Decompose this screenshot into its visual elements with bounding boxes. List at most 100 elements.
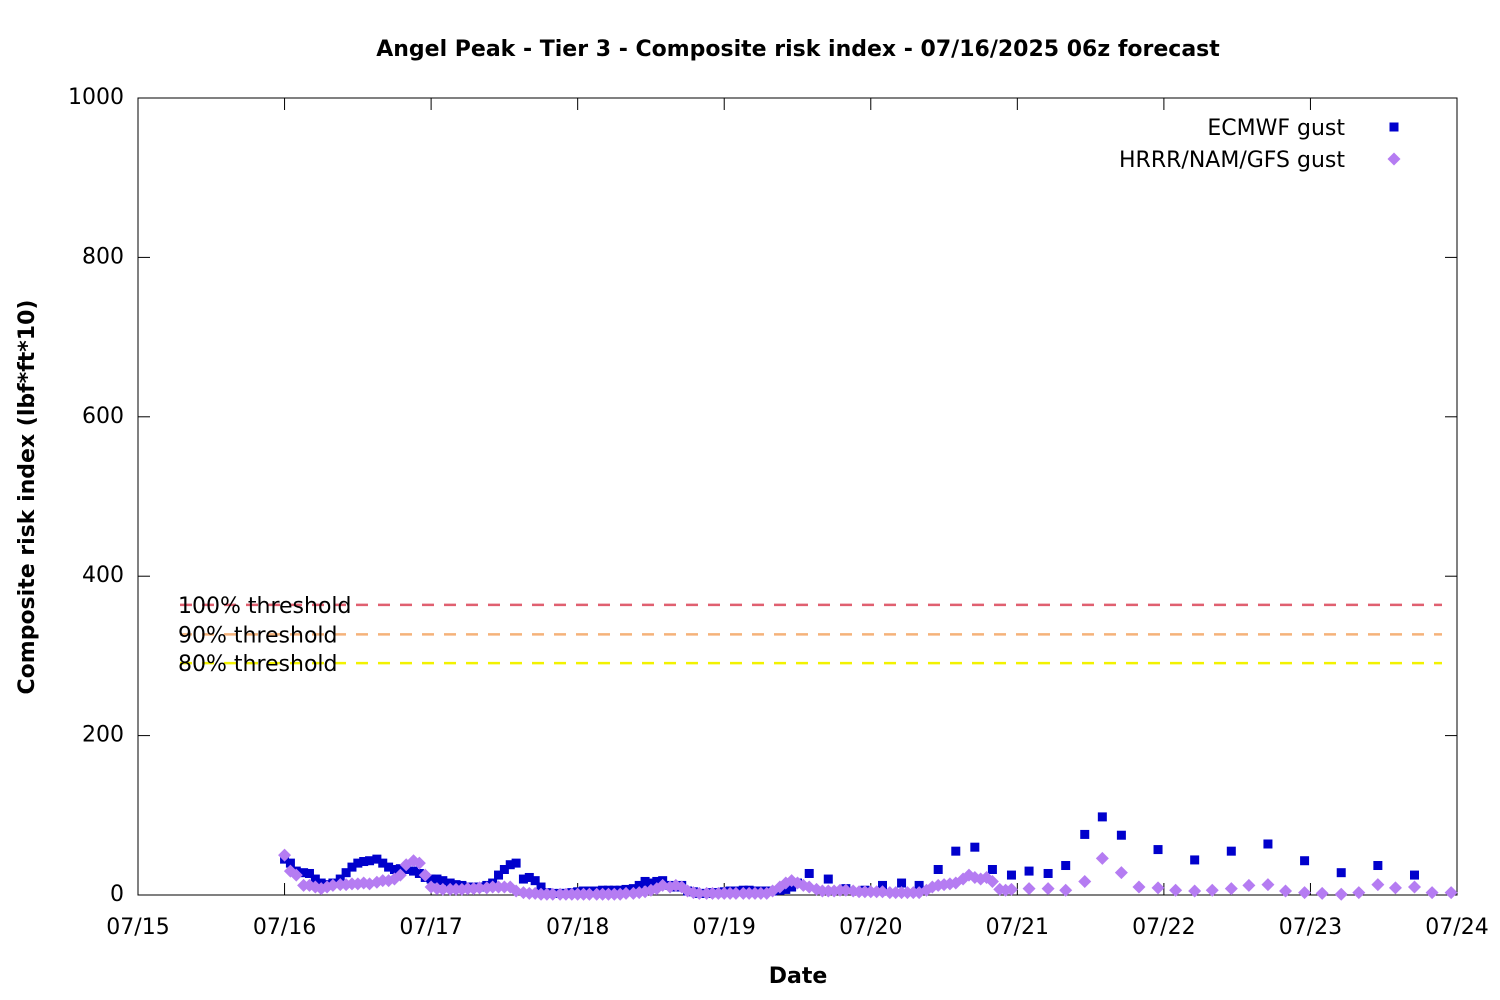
point xyxy=(1114,866,1128,880)
point xyxy=(1061,861,1071,871)
point xyxy=(1352,886,1366,900)
threshold-label: 90% threshold xyxy=(178,623,338,648)
point xyxy=(619,886,633,900)
point xyxy=(1334,887,1348,901)
point xyxy=(1300,856,1310,866)
x-tick-label: 07/16 xyxy=(253,915,316,940)
point xyxy=(432,874,442,884)
point xyxy=(505,860,515,870)
x-tick-label: 07/22 xyxy=(1132,915,1195,940)
point xyxy=(692,886,706,900)
point xyxy=(524,872,534,882)
point xyxy=(1407,880,1421,894)
x-tick-label: 07/21 xyxy=(986,915,1049,940)
x-tick-label: 07/18 xyxy=(546,915,609,940)
point xyxy=(1188,884,1202,898)
point xyxy=(472,881,486,895)
point xyxy=(970,842,980,852)
point xyxy=(1043,868,1053,878)
chart-title: Angel Peak - Tier 3 - Composite risk ind… xyxy=(376,37,1220,62)
point xyxy=(1336,868,1346,878)
point xyxy=(1080,829,1090,839)
y-tick-label: 400 xyxy=(82,563,124,588)
point xyxy=(1205,883,1219,897)
point xyxy=(1224,882,1238,896)
point xyxy=(1425,886,1439,900)
point xyxy=(384,862,394,872)
point xyxy=(1022,882,1036,896)
point xyxy=(1263,839,1273,849)
point xyxy=(414,868,424,878)
point xyxy=(518,874,528,884)
y-tick-label: 800 xyxy=(82,244,124,269)
point xyxy=(876,885,890,899)
point xyxy=(646,878,656,888)
point xyxy=(418,868,432,882)
y-axis-label: Composite risk index (lbf*ft*10) xyxy=(15,300,40,695)
point xyxy=(289,868,303,882)
point xyxy=(1059,883,1073,897)
point xyxy=(640,876,650,886)
point xyxy=(326,878,340,892)
point xyxy=(582,887,596,901)
legend-label: ECMWF gust xyxy=(1207,116,1345,141)
point xyxy=(634,880,644,890)
point xyxy=(378,858,388,868)
point xyxy=(1261,878,1275,892)
x-tick-label: 07/20 xyxy=(839,915,902,940)
point xyxy=(536,882,546,892)
y-tick-label: 200 xyxy=(82,723,124,748)
point xyxy=(546,887,560,901)
legend-label: HRRR/NAM/GFS gust xyxy=(1119,148,1345,173)
y-tick-label: 1000 xyxy=(68,85,124,110)
point xyxy=(1078,874,1092,888)
y-tick-label: 0 xyxy=(110,882,124,907)
point xyxy=(1298,886,1312,900)
threshold-label: 80% threshold xyxy=(178,652,338,677)
point xyxy=(1024,866,1034,876)
point xyxy=(897,878,907,888)
point xyxy=(839,883,853,897)
x-tick-label: 07/15 xyxy=(106,915,169,940)
point xyxy=(1444,886,1458,900)
point xyxy=(987,864,997,874)
point xyxy=(365,856,375,866)
point xyxy=(494,870,504,880)
point xyxy=(1409,870,1419,880)
legend-marker xyxy=(1389,122,1399,132)
point xyxy=(1097,812,1107,822)
point xyxy=(823,874,833,884)
x-axis-label: Date xyxy=(769,964,828,989)
x-tick-label: 07/23 xyxy=(1279,915,1342,940)
point xyxy=(278,848,292,862)
point xyxy=(511,858,521,868)
point xyxy=(985,874,999,888)
point xyxy=(304,868,314,878)
point xyxy=(1004,882,1018,896)
point xyxy=(499,864,509,874)
point xyxy=(438,876,448,886)
point xyxy=(951,846,961,856)
point xyxy=(1153,845,1163,855)
point xyxy=(347,862,357,872)
y-tick-label: 600 xyxy=(82,404,124,429)
point xyxy=(530,876,540,886)
point xyxy=(1095,851,1109,865)
point xyxy=(285,858,295,868)
point xyxy=(409,866,419,876)
point xyxy=(1388,881,1402,895)
point xyxy=(1116,830,1126,840)
plot-frame xyxy=(137,97,1458,896)
point xyxy=(372,854,382,864)
point xyxy=(359,857,369,867)
point xyxy=(389,864,399,874)
point xyxy=(1041,882,1055,896)
point xyxy=(1371,878,1385,892)
point xyxy=(1006,870,1016,880)
x-tick-label: 07/17 xyxy=(399,915,462,940)
point xyxy=(914,880,924,890)
point xyxy=(1315,886,1329,900)
point xyxy=(393,868,407,882)
point xyxy=(1190,855,1200,865)
